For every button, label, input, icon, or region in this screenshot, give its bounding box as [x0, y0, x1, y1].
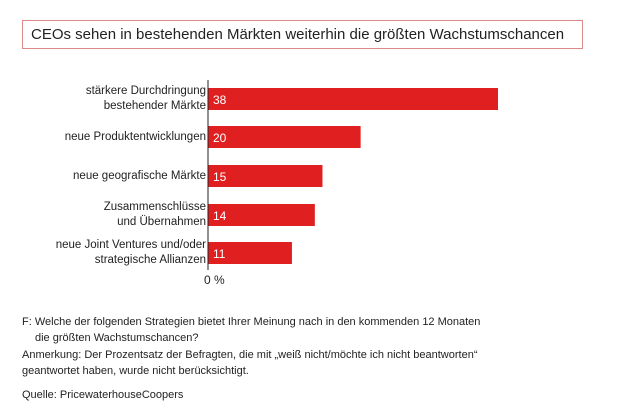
category-label-line: stärkere Durchdringung	[85, 85, 206, 97]
category-label-line: neue Joint Ventures und/oder	[55, 239, 206, 251]
source: Quelle: PricewaterhouseCoopers	[22, 389, 184, 401]
category-label-line: und Übernahmen	[117, 216, 206, 228]
note-line-2: geantwortet haben, wurde nicht berücksic…	[22, 365, 249, 377]
axis-tick-label: 0 %	[204, 273, 225, 287]
bar-chart: 38 20 15 14 11 0 %	[204, 80, 498, 287]
category-label-line: neue Produktentwicklungen	[64, 130, 206, 143]
category-label: neue Joint Ventures und/oder strategische…	[56, 238, 206, 268]
bar-value-label: 11	[213, 247, 226, 261]
category-label: neue geografische Märkte	[73, 169, 206, 184]
bar-value-label: 14	[213, 209, 227, 223]
bar-value-label: 38	[213, 93, 227, 107]
bar-value-label: 15	[213, 170, 227, 184]
bar-value-label: 20	[213, 131, 227, 145]
category-label-line: bestehender Märkte	[103, 100, 206, 112]
question-line-1: F: Welche der folgenden Strategien biete…	[22, 316, 481, 328]
category-label: stärkere Durchdringung bestehender Märkte	[86, 84, 206, 114]
bar	[208, 126, 361, 148]
category-label-line: strategische Allianzen	[94, 254, 206, 266]
question-line-2: die größten Wachstumschancen?	[35, 332, 199, 344]
bar	[208, 88, 498, 110]
category-label: neue Produktentwicklungen	[65, 130, 206, 145]
bar	[208, 242, 292, 264]
bar	[208, 165, 323, 187]
note-line-1: Anmerkung: Der Prozentsatz der Befragten…	[22, 349, 478, 361]
bar	[208, 204, 315, 226]
chart-title: CEOs sehen in bestehenden Märkten weiter…	[22, 20, 583, 49]
category-label-line: neue geografische Märkte	[73, 169, 206, 182]
category-label: Zusammenschlüsse und Übernahmen	[104, 200, 206, 230]
category-label-line: Zusammenschlüsse	[103, 201, 206, 213]
